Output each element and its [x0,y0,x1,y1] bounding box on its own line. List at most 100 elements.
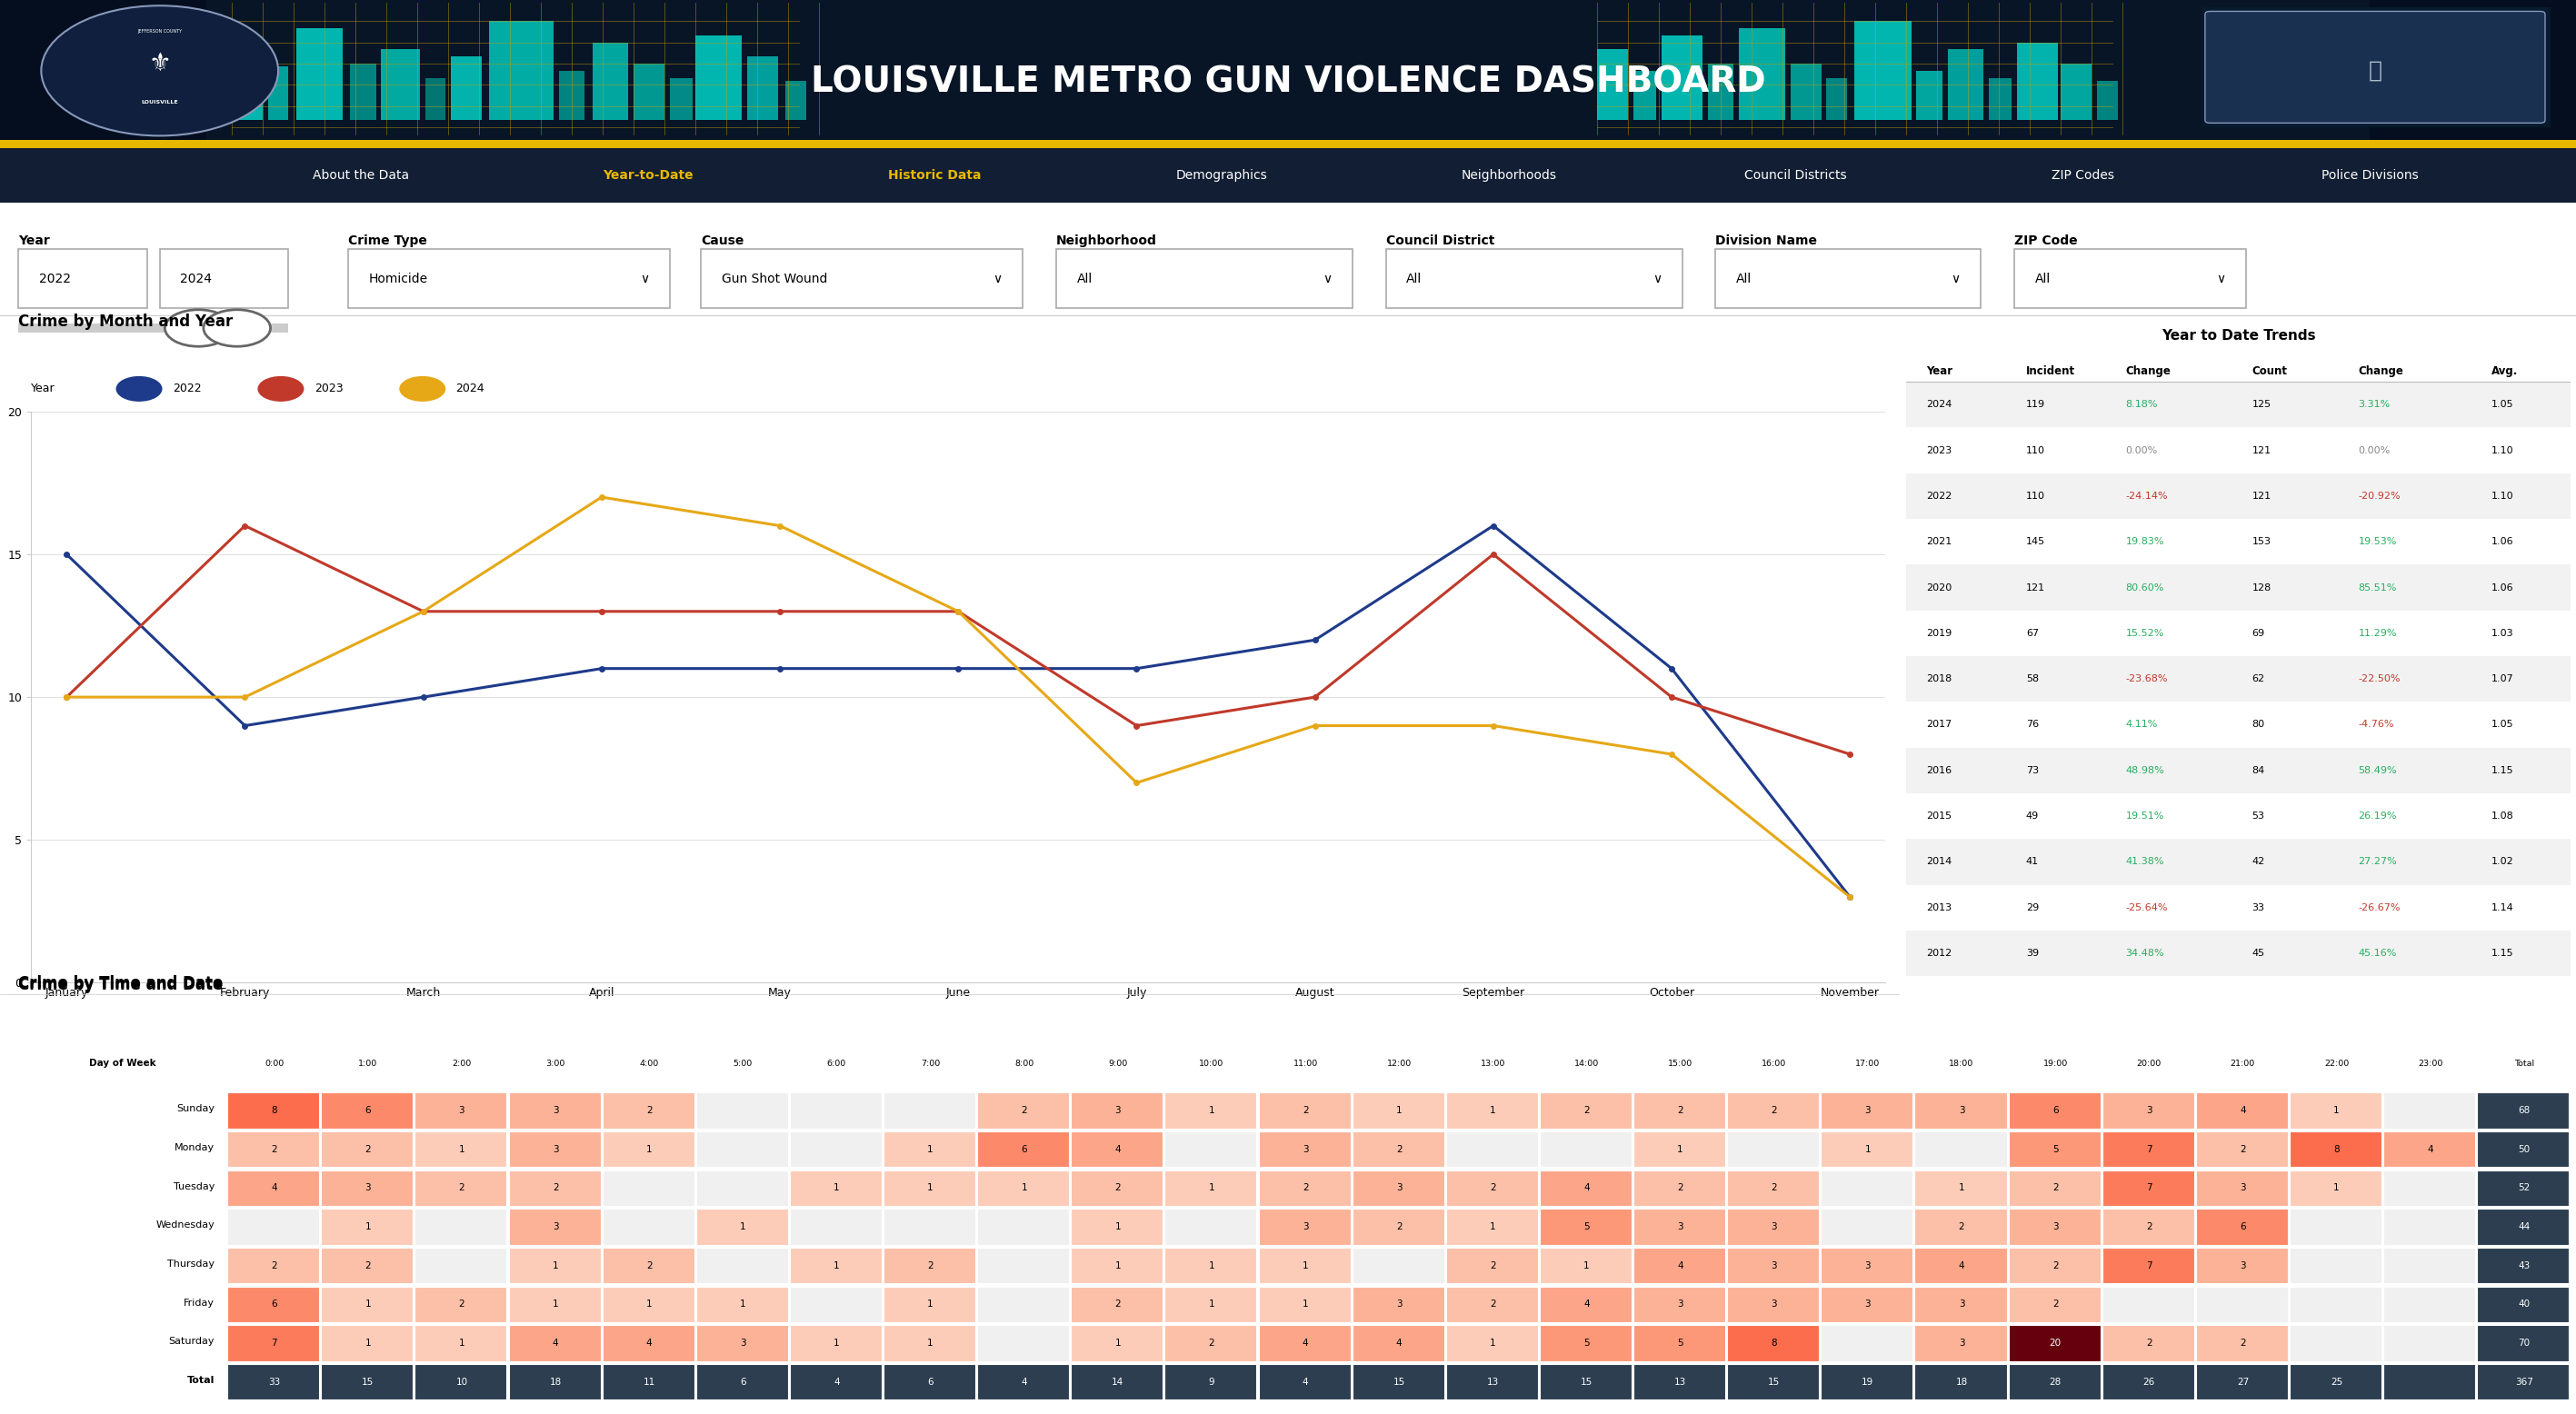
Text: All: All [1077,273,1092,284]
Bar [2383,1287,2476,1322]
Bar [976,1209,1069,1244]
Text: 145: 145 [2025,537,2045,546]
Text: Total: Total [188,1376,214,1384]
Text: ZIP Codes: ZIP Codes [2050,170,2115,181]
2024 [52,689,82,706]
Text: 20:00: 20:00 [2136,1059,2161,1068]
Text: LOUISVILLE METRO GUN VIOLENCE DASHBOARD: LOUISVILLE METRO GUN VIOLENCE DASHBOARD [811,65,1765,99]
Text: 5: 5 [2053,1145,2058,1154]
Bar [227,1247,319,1284]
Bar [2290,1171,2380,1206]
Bar [1708,64,1734,120]
Text: 1:00: 1:00 [358,1059,379,1068]
Text: 2: 2 [1396,1222,1401,1232]
Text: 2: 2 [1772,1106,1777,1116]
Bar [1540,1171,1631,1206]
Text: 128: 128 [2251,583,2272,592]
Bar [1821,1171,1914,1206]
Line: 2023: 2023 [64,523,1852,756]
Text: 2022: 2022 [1927,492,1953,501]
Bar [1260,1325,1350,1362]
Text: 4: 4 [1303,1339,1309,1348]
Text: 2: 2 [1489,1184,1497,1192]
Text: 3: 3 [1677,1299,1682,1309]
Text: 5: 5 [1677,1339,1682,1348]
Bar [1633,1171,1726,1206]
FancyBboxPatch shape [1386,249,1682,308]
Bar [1352,1247,1445,1284]
FancyBboxPatch shape [348,249,670,308]
Bar [227,1325,319,1362]
Bar [507,1287,600,1322]
Text: 1.10: 1.10 [2491,445,2514,455]
Text: 13: 13 [1486,1377,1499,1387]
Text: 6: 6 [1020,1145,1028,1154]
Text: 6: 6 [739,1377,747,1387]
Bar [1906,519,2571,564]
Text: 7: 7 [2146,1261,2151,1270]
Bar [791,1247,881,1284]
Bar [1445,1247,1538,1284]
Bar [1914,1325,2007,1362]
Bar [1260,1247,1350,1284]
Text: Incident: Incident [2025,365,2076,378]
Text: 11:00: 11:00 [1293,1059,1319,1068]
Text: 2: 2 [1489,1299,1497,1309]
Text: 3: 3 [1772,1299,1777,1309]
Bar [976,1325,1069,1362]
Text: 1: 1 [927,1184,933,1192]
2024 [1121,775,1151,792]
Bar [1914,1171,2007,1206]
Bar [322,1171,412,1206]
Bar [350,64,376,120]
Text: 2: 2 [2239,1339,2246,1348]
Text: 3: 3 [1303,1145,1309,1154]
Text: Change: Change [2357,365,2403,378]
Text: 19.53%: 19.53% [2357,537,2396,546]
Bar [1906,382,2571,427]
Text: 9: 9 [1208,1377,1216,1387]
Text: Sunday: Sunday [175,1104,214,1113]
Bar [1906,474,2571,519]
Text: 52: 52 [2517,1184,2530,1192]
Text: All: All [1406,273,1422,284]
Text: 1: 1 [1958,1184,1965,1192]
Text: 15: 15 [1767,1377,1780,1387]
Text: 16:00: 16:00 [1762,1059,1785,1068]
Bar [507,1247,600,1284]
Text: 4: 4 [835,1377,840,1387]
Bar [1855,21,1911,120]
Bar [415,1209,507,1244]
Text: 76: 76 [2025,720,2038,730]
Text: 3: 3 [1958,1106,1965,1116]
Text: 7: 7 [2146,1184,2151,1192]
Bar [1906,930,2571,976]
Text: 1: 1 [459,1145,464,1154]
Text: 1.07: 1.07 [2491,674,2514,683]
Text: Year to Date Trends: Year to Date Trends [2161,329,2316,342]
Bar [1914,1287,2007,1322]
Bar [322,1247,412,1284]
Text: 14:00: 14:00 [1574,1059,1600,1068]
Circle shape [258,376,304,402]
Bar [227,1131,319,1167]
Text: 2022: 2022 [39,273,70,284]
Text: 3: 3 [1115,1106,1121,1116]
Bar [696,1171,788,1206]
2023 [1298,689,1329,706]
Text: ∨: ∨ [639,273,649,284]
Text: 2: 2 [459,1184,464,1192]
Bar [1633,1325,1726,1362]
Bar [2009,1093,2099,1128]
Text: 2017: 2017 [1927,720,1953,730]
Bar [1821,1131,1914,1167]
Text: 1: 1 [739,1299,747,1309]
Text: 2: 2 [2053,1299,2058,1309]
Text: 3: 3 [366,1184,371,1192]
Text: Neighborhoods: Neighborhoods [1461,170,1556,181]
Text: 1: 1 [1489,1222,1497,1232]
Text: 68: 68 [2517,1106,2530,1116]
Bar [786,81,806,120]
Bar [1260,1093,1350,1128]
Bar [2290,1325,2380,1362]
